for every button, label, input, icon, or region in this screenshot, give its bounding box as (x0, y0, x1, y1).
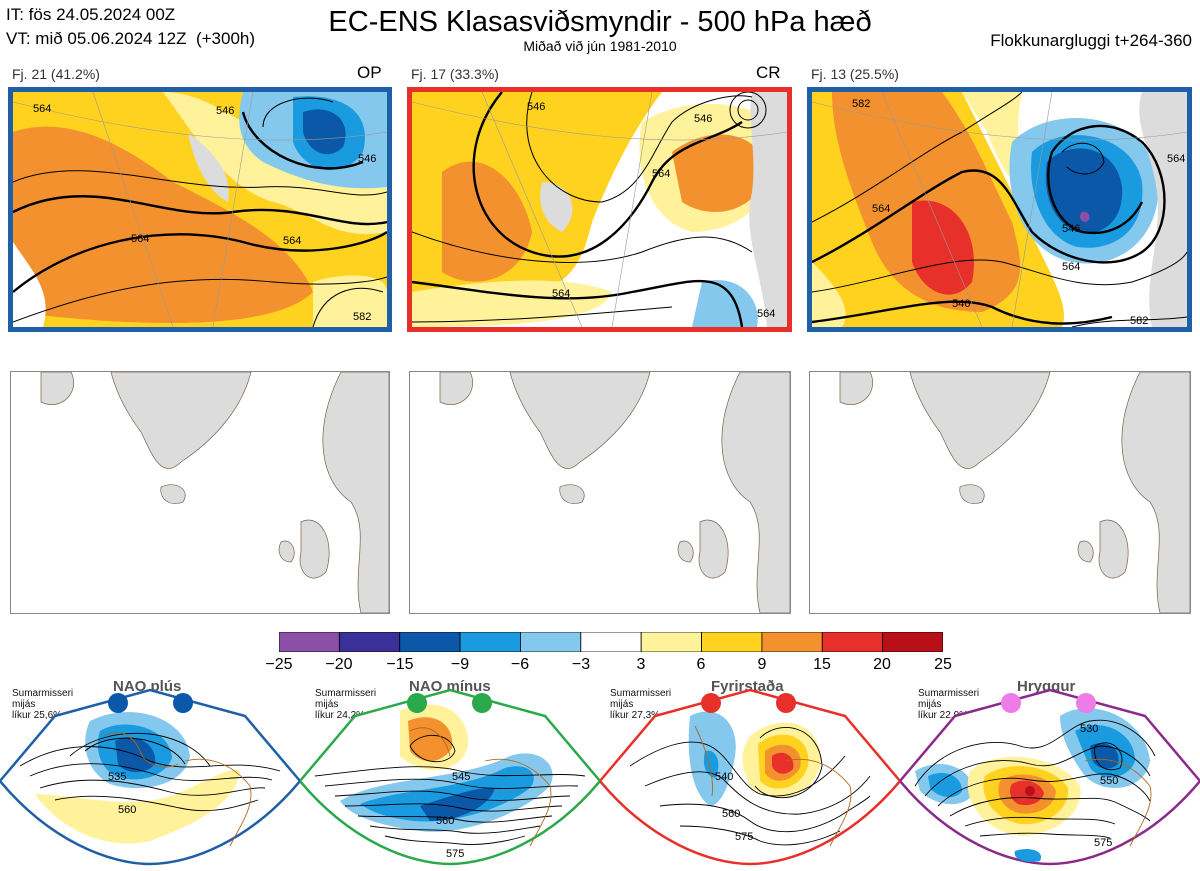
page-subtitle: Miðað við jún 1981-2010 (523, 38, 677, 54)
colorbar-swatch (459, 631, 521, 653)
anomaly-map-3 (809, 371, 1191, 614)
contour-label: 550 (1100, 775, 1118, 787)
contour-label: 540 (715, 771, 733, 783)
regime-dot (173, 693, 193, 713)
regime-dot (472, 693, 492, 713)
contour-label: 564 (872, 203, 890, 215)
cluster-2-map: 546 564 564 546 564 (407, 87, 792, 332)
regime-name: Hryggur (1017, 678, 1076, 695)
contour-label: 575 (446, 848, 464, 860)
colorbar (278, 631, 944, 653)
contour-label: 564 (652, 168, 670, 180)
colorbar-tick: 20 (873, 656, 891, 673)
contour-label: 535 (108, 771, 126, 783)
colorbar-swatch (278, 631, 340, 653)
colorbar-swatch (882, 631, 944, 653)
cluster-3-label: Fj. 13 (25.5%) (811, 66, 899, 82)
cluster-2-tag: CR (756, 63, 781, 82)
contour-label: 564 (33, 103, 51, 115)
colorbar-tick: 6 (696, 656, 706, 673)
colorbar-tick: −6 (510, 656, 530, 673)
cluster-2-label: Fj. 17 (33.3%) (411, 66, 499, 82)
contour-label: 564 (552, 288, 570, 300)
valid-time: VT: mið 05.06.2024 12Z (+300h) (6, 29, 256, 48)
regime-name: NAO mínus (409, 678, 491, 695)
regime-note: Sumarmisseri mijás líkur 25,6% (12, 688, 74, 721)
contour-label: 546 (694, 113, 712, 125)
colorbar-swatch (640, 631, 702, 653)
contour-label: 575 (735, 831, 753, 843)
contour-label: 582 (353, 311, 371, 323)
contour-label: 564 (1062, 261, 1080, 273)
colorbar-tick: −15 (386, 656, 414, 673)
regime-dot (108, 693, 128, 713)
colorbar-tick: 3 (636, 656, 646, 673)
anomaly-map-1 (10, 371, 390, 614)
colorbar-tick: −3 (571, 656, 591, 673)
classification-window: Flokkunargluggi t+264-360 (990, 31, 1192, 50)
regime-note: Sumarmisseri mijás líkur 24,2% (315, 688, 377, 721)
contour-label: 546 (1062, 223, 1080, 235)
colorbar-tick: 15 (813, 656, 831, 673)
regime-dot (1076, 693, 1096, 713)
contour-label: 564 (757, 308, 775, 320)
colorbar-swatch (821, 631, 884, 653)
contour-label: 545 (452, 771, 470, 783)
cluster-1-map: 564 564 546 564 582 546 (8, 87, 392, 332)
regime-note: Sumarmisseri mijás líkur 27,3% (610, 688, 672, 721)
colorbar-swatch (399, 631, 461, 653)
contour-label: 546 (527, 101, 545, 113)
colorbar-tick: −25 (265, 656, 293, 673)
page-title: EC-ENS Klasasviðsmyndir - 500 hPa hæð (328, 6, 872, 38)
contour-label: 582 (1130, 315, 1148, 327)
colorbar-swatch (580, 631, 642, 653)
colorbar-tick: −9 (450, 656, 470, 673)
contour-label: 564 (131, 233, 149, 245)
cluster-1-label: Fj. 21 (41.2%) (12, 66, 100, 82)
colorbar-ticks: −25 −20 −15 −9 −6 −3 3 6 9 15 20 25 (0, 656, 1200, 676)
regime-ridge: Sumarmisseri mijás líkur 22,9% Hryggur 5… (900, 676, 1200, 871)
anomaly-map-2 (409, 371, 791, 614)
contour-label: 546 (358, 153, 376, 165)
contour-label: 530 (1080, 723, 1098, 735)
contour-label: 546 (216, 105, 234, 117)
colorbar-swatch (520, 631, 582, 653)
regime-name: Fyrirstaða (711, 678, 784, 695)
contour-label: 546 (952, 298, 970, 310)
regime-nao-minus: Sumarmisseri mijás líkur 24,2% NAO mínus… (300, 676, 600, 871)
regime-nao-plus: Sumarmisseri mijás líkur 25,6% NAO plús … (0, 676, 300, 871)
contour-label: 575 (1094, 837, 1112, 849)
regime-blocking: Sumarmisseri mijás líkur 27,3% Fyrirstað… (600, 676, 900, 871)
regime-dot (701, 693, 721, 713)
regime-name: NAO plús (113, 678, 182, 695)
contour-label: 560 (722, 808, 740, 820)
cluster-3-map: 564 546 564 546 582 564 582 (807, 87, 1192, 332)
regime-dot (407, 693, 427, 713)
colorbar-swatch (761, 631, 823, 653)
issue-time: IT: fös 24.05.2024 00Z (6, 5, 176, 24)
colorbar-tick: −20 (325, 656, 353, 673)
contour-label: 564 (1167, 153, 1185, 165)
colorbar-tick: 9 (757, 656, 767, 673)
contour-label: 560 (118, 804, 136, 816)
colorbar-tick: 25 (934, 656, 952, 673)
colorbar-swatch (701, 631, 763, 653)
colorbar-swatch (338, 631, 401, 653)
regime-dot (1001, 693, 1021, 713)
cluster-1-tag: OP (357, 63, 382, 82)
regime-dot (776, 693, 796, 713)
contour-label: 560 (436, 815, 454, 827)
contour-label: 564 (283, 235, 301, 247)
contour-label: 582 (852, 98, 870, 110)
